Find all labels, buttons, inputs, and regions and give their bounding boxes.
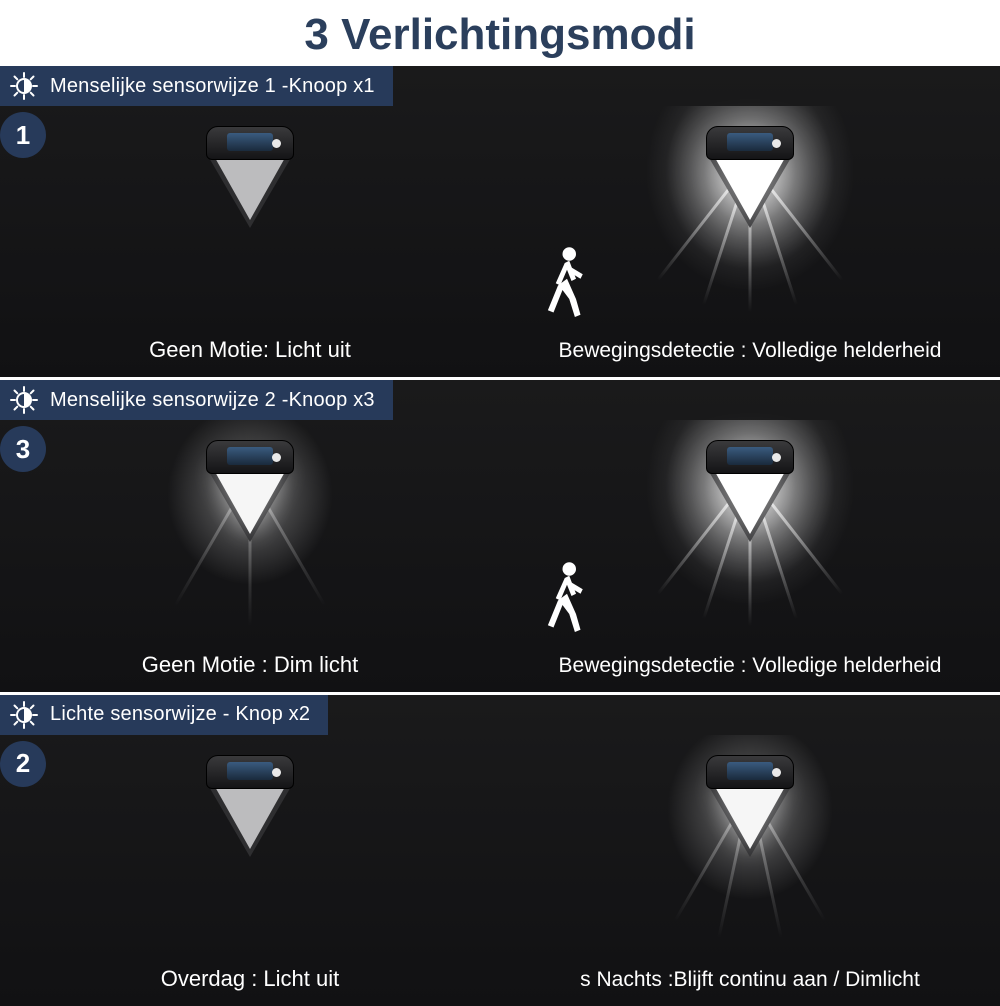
mode2-left-lamp <box>195 440 305 570</box>
mode3-right-caption: s Nachts :Blijft continu aan / Dimlicht <box>500 968 1000 992</box>
mode2-right-lamp <box>695 440 805 570</box>
mode2-left-panel: Menselijke sensorwijze 2 -Knoop x3 3 Gee… <box>0 380 500 691</box>
mode1-right-caption: Bewegingsdetectie : Volledige helderheid <box>500 339 1000 363</box>
mode2-number-circle: 3 <box>0 426 46 472</box>
mode2-bar-label: Menselijke sensorwijze 2 -Knoop x3 <box>50 389 375 412</box>
mode1-right-panel: Bewegingsdetectie : Volledige helderheid <box>500 66 1000 377</box>
mode3-number-circle: 2 <box>0 741 46 787</box>
mode1-bar-label: Menselijke sensorwijze 1 -Knoop x1 <box>50 75 375 98</box>
mode3-left-lamp <box>195 755 305 885</box>
modes-container: Menselijke sensorwijze 1 -Knoop x1 1 Gee… <box>0 66 1000 1006</box>
mode-row-3: Lichte sensorwijze - Knop x2 2 Overdag :… <box>0 692 1000 1006</box>
mode3-right-lamp <box>695 755 805 885</box>
mode2-left-caption: Geen Motie : Dim licht <box>0 652 500 678</box>
mode1-number-circle: 1 <box>0 112 46 158</box>
mode-row-1: Menselijke sensorwijze 1 -Knoop x1 1 Gee… <box>0 66 1000 377</box>
person-walking-icon <box>544 245 590 317</box>
mode2-bar: Menselijke sensorwijze 2 -Knoop x3 <box>0 380 393 420</box>
mode1-bar: Menselijke sensorwijze 1 -Knoop x1 <box>0 66 393 106</box>
sun-half-icon <box>8 70 40 102</box>
mode1-right-lamp <box>695 126 805 256</box>
mode1-left-lamp <box>195 126 305 256</box>
person-walking-icon <box>544 560 590 632</box>
sun-half-icon <box>8 699 40 731</box>
mode3-bar-label: Lichte sensorwijze - Knop x2 <box>50 703 310 726</box>
mode1-left-caption: Geen Motie: Licht uit <box>0 337 500 363</box>
mode3-right-panel: s Nachts :Blijft continu aan / Dimlicht <box>500 695 1000 1006</box>
mode2-right-panel: Bewegingsdetectie : Volledige helderheid <box>500 380 1000 691</box>
mode2-right-caption: Bewegingsdetectie : Volledige helderheid <box>500 654 1000 678</box>
mode1-left-panel: Menselijke sensorwijze 1 -Knoop x1 1 Gee… <box>0 66 500 377</box>
mode3-bar: Lichte sensorwijze - Knop x2 <box>0 695 328 735</box>
mode-row-2: Menselijke sensorwijze 2 -Knoop x3 3 Gee… <box>0 377 1000 691</box>
sun-half-icon <box>8 384 40 416</box>
mode3-left-caption: Overdag : Licht uit <box>0 966 500 992</box>
page-title: 3 Verlichtingsmodi <box>0 0 1000 66</box>
mode3-left-panel: Lichte sensorwijze - Knop x2 2 Overdag :… <box>0 695 500 1006</box>
